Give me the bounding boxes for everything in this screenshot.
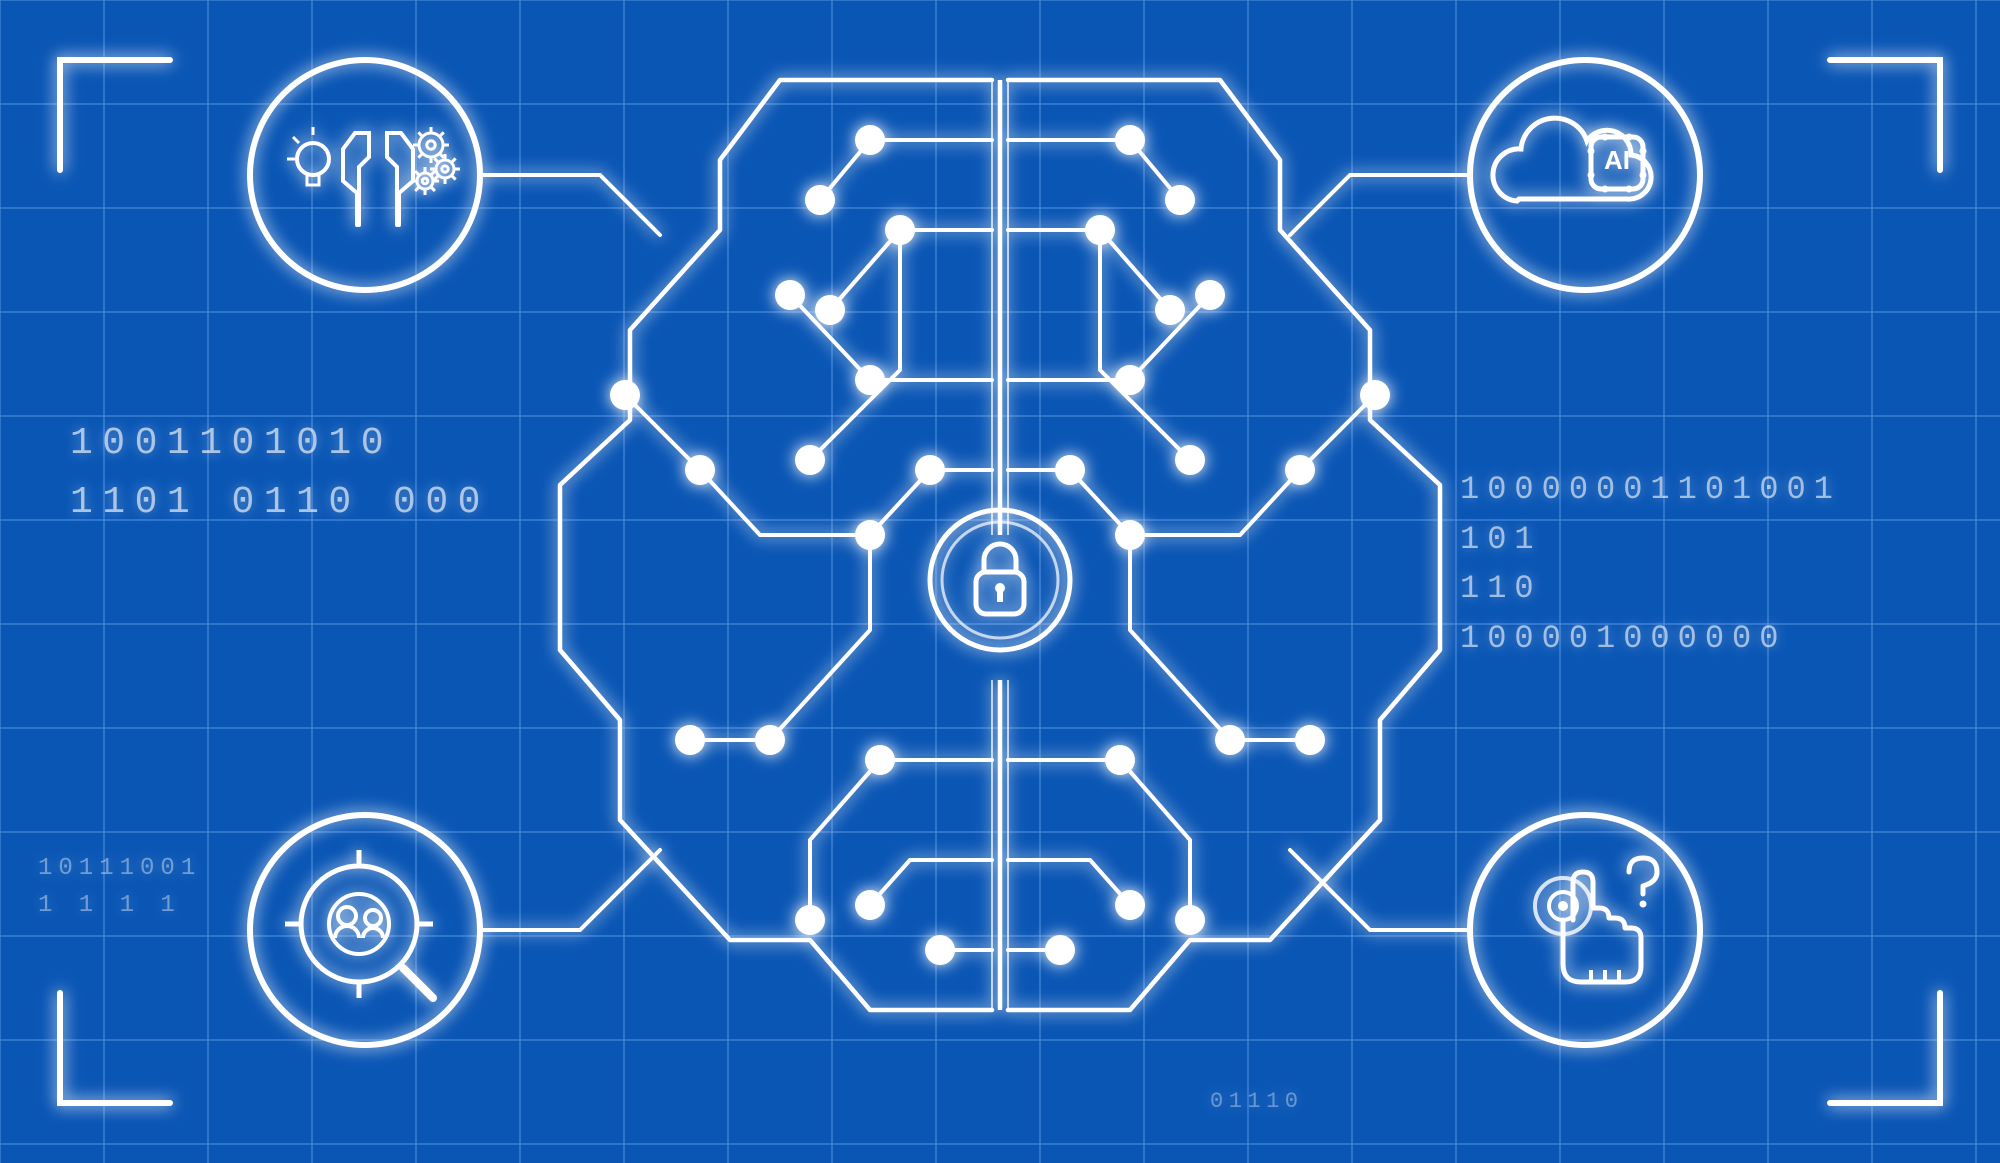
binary-text: 10000001101001 101 110 100001000000 xyxy=(1460,465,1841,663)
ai-brain-diagram: AI 1001101010 1101 0110 000 10111001 1 1 … xyxy=(0,0,2000,1163)
binary-text: 01110 xyxy=(1210,1085,1304,1119)
ai-cloud-icon: AI xyxy=(1470,60,1700,290)
binary-text: 1001101010 1101 0110 000 xyxy=(70,415,490,533)
binary-text: 10111001 1 1 1 1 xyxy=(38,850,201,924)
touch-question-icon xyxy=(1470,815,1700,1045)
collaboration-icon xyxy=(250,60,480,290)
svg-text:AI: AI xyxy=(1604,145,1630,175)
target-search-icon xyxy=(250,815,480,1045)
